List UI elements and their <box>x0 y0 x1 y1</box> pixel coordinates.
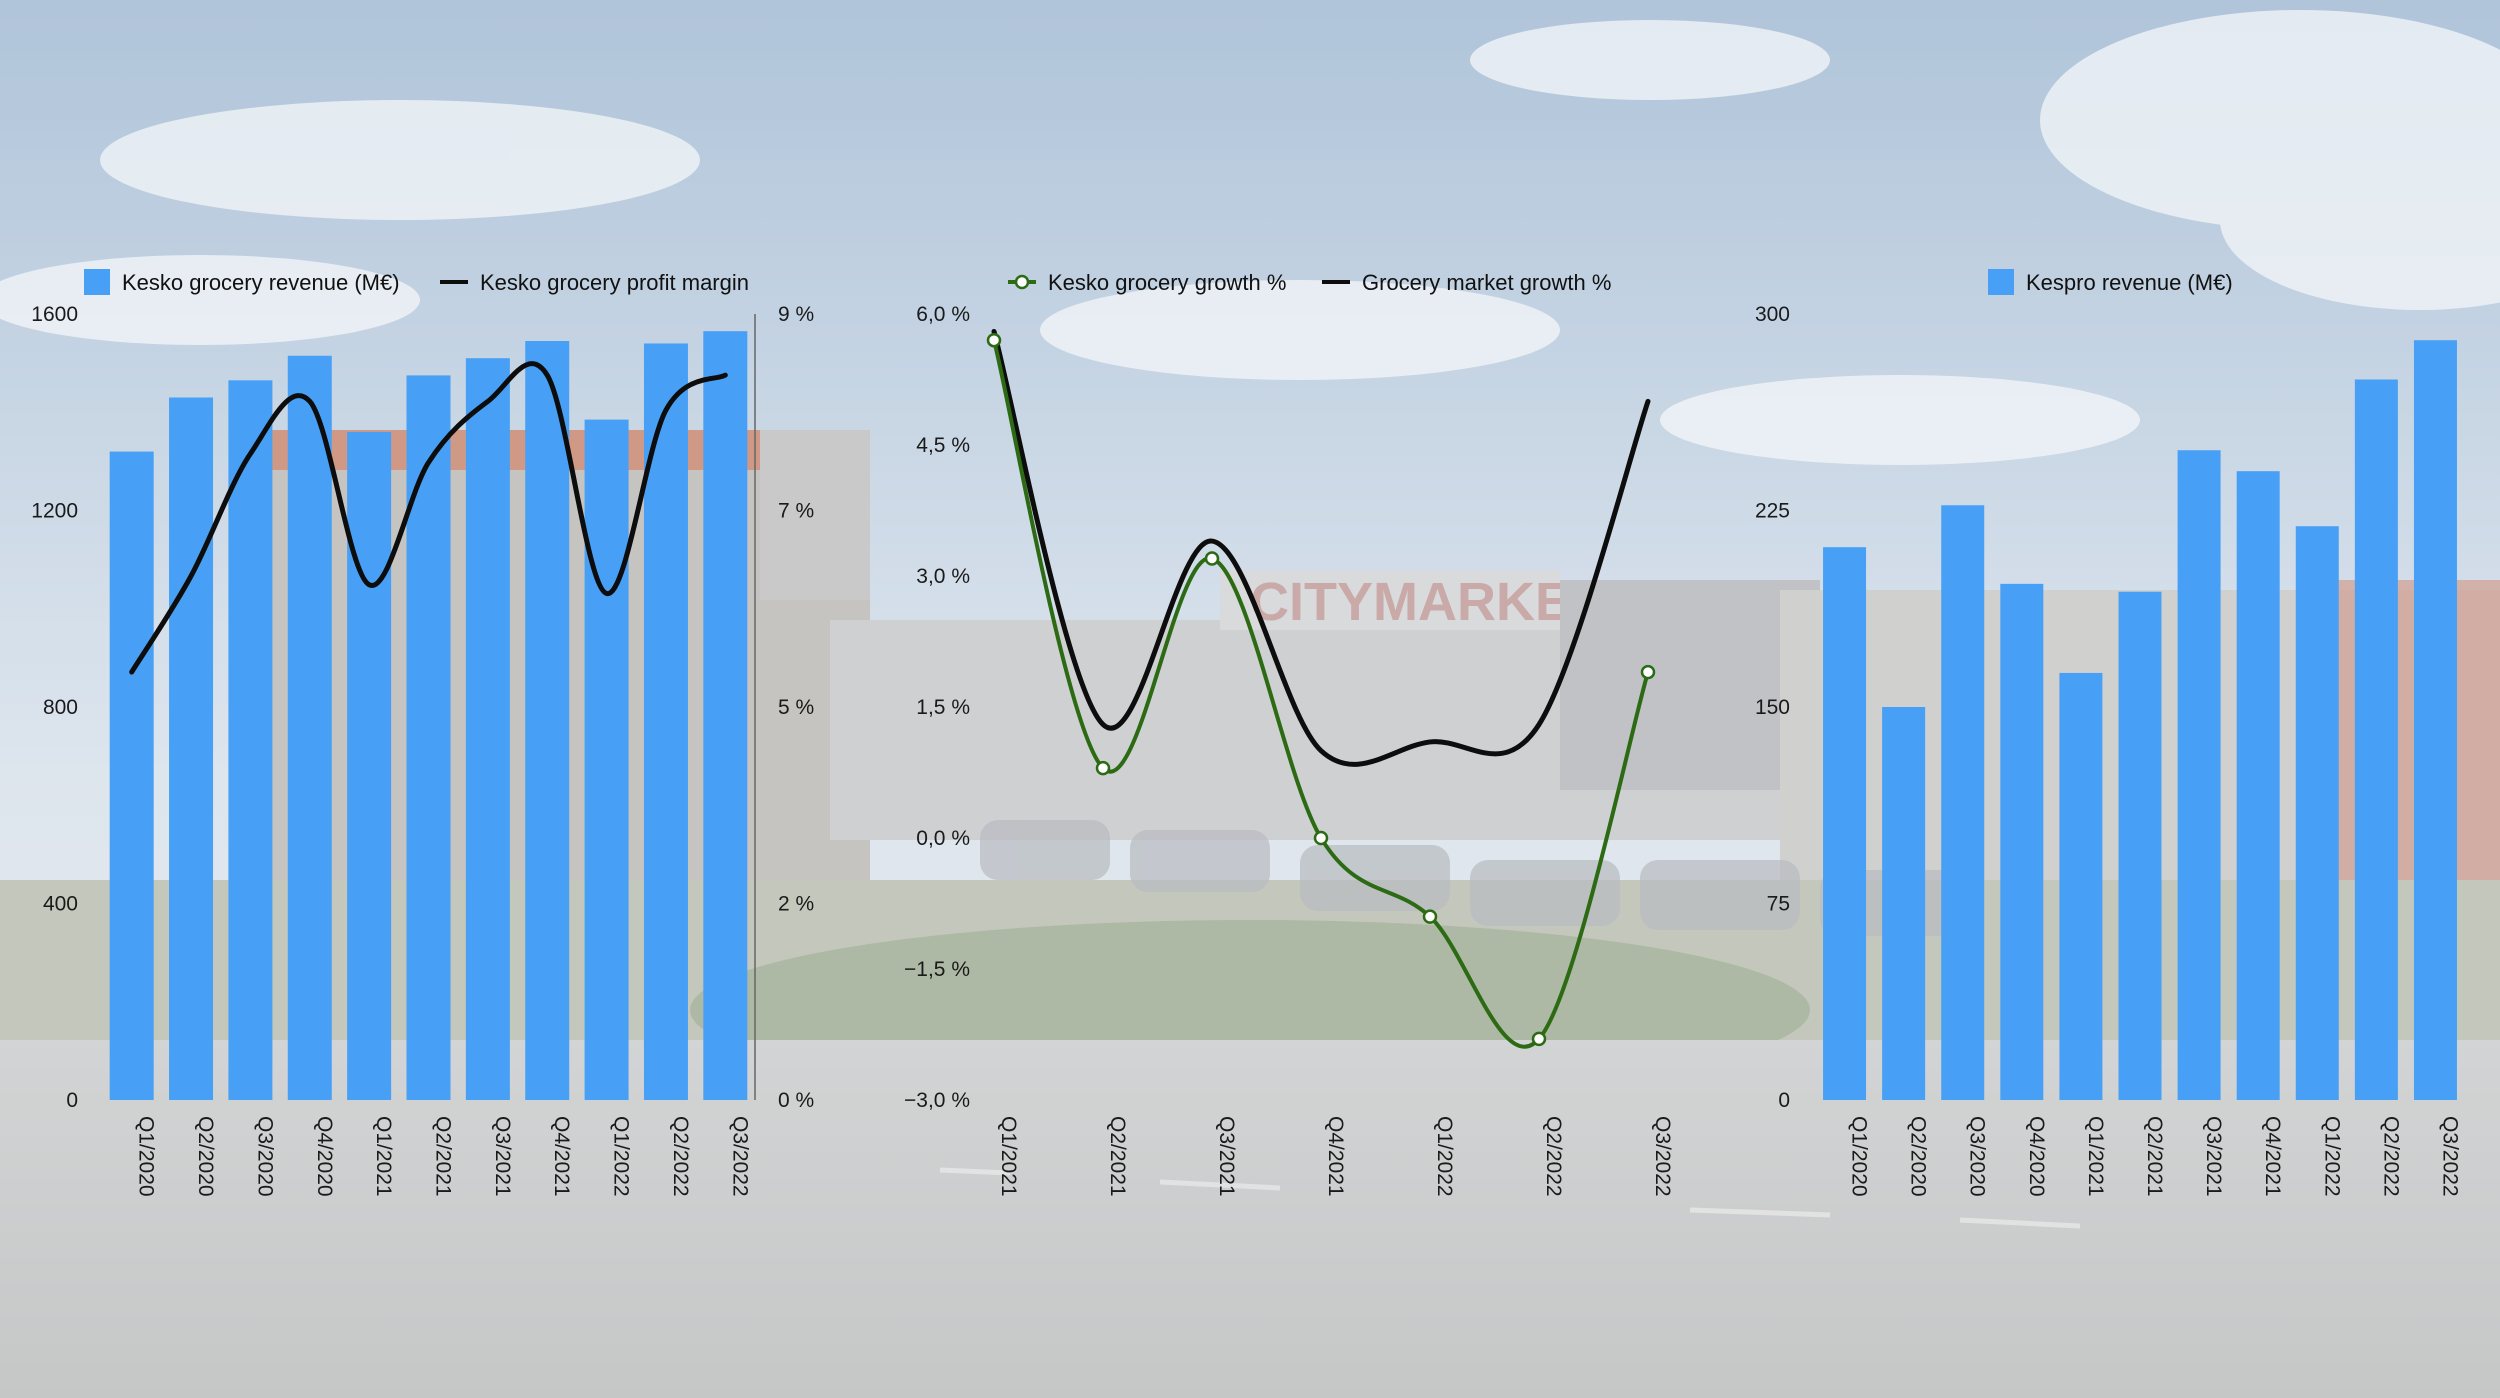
y-tick-label-left: 400 <box>43 893 78 916</box>
x-tick-label: Q1/2022 <box>610 1116 633 1197</box>
legend-label: Kespro revenue (M€) <box>2026 270 2233 295</box>
kespro-bar <box>1882 707 1926 1100</box>
kesko-growth-marker <box>1095 760 1111 776</box>
y-tick-label: 1,5 % <box>916 696 970 719</box>
revenue-bar <box>109 451 154 1100</box>
y-tick-label: −1,5 % <box>904 958 970 981</box>
y-tick-label: 0 <box>1778 1089 1790 1112</box>
x-tick-label: Q2/2022 <box>2379 1116 2402 1197</box>
x-tick-label: Q3/2020 <box>1966 1116 1989 1197</box>
y-tick-label: 6,0 % <box>916 303 970 326</box>
legend-label: Kesko grocery growth % <box>1048 270 1286 295</box>
x-tick-label: Q1/2021 <box>997 1116 1020 1197</box>
y-tick-label: 300 <box>1755 303 1790 326</box>
revenue-bar <box>406 375 451 1100</box>
y-tick-label-left: 1200 <box>31 500 78 523</box>
x-tick-label: Q4/2020 <box>313 1116 336 1197</box>
y-tick-label: −3,0 % <box>904 1089 970 1112</box>
revenue-bar <box>643 343 688 1101</box>
x-tick-label: Q2/2020 <box>194 1116 217 1197</box>
y-tick-label-left: 1600 <box>31 303 78 326</box>
kesko-growth-marker <box>1640 664 1656 680</box>
kespro-revenue-chart: 0 75 150 225 300 Q1/2020 Q2/2020 Q3/2020 Q4/2020… <box>1755 269 2461 1197</box>
profit-margin-line <box>129 361 728 675</box>
x-tick-label: Q3/2021 <box>491 1116 514 1197</box>
legend-swatch-marker <box>1014 274 1030 290</box>
kesko-growth-marker <box>1422 909 1438 924</box>
kespro-bar <box>2354 379 2398 1100</box>
x-tick-label: Q2/2021 <box>1106 1116 1129 1197</box>
kesko-growth-marker <box>1204 551 1220 566</box>
x-tick-label: Q3/2022 <box>1651 1116 1674 1197</box>
y-tick-label-right: 0 % <box>778 1089 814 1112</box>
x-tick-label: Q3/2022 <box>728 1116 751 1197</box>
x-tick-label: Q1/2020 <box>135 1116 158 1197</box>
legend-swatch-bar <box>1988 269 2014 295</box>
x-tick-label: Q1/2020 <box>1848 1116 1871 1197</box>
y-tick-label: 4,5 % <box>916 434 970 457</box>
kespro-bar <box>1823 547 1867 1100</box>
y-tick-label: 75 <box>1767 893 1790 916</box>
legend-swatch-bar <box>84 269 110 295</box>
kespro-bar <box>2413 340 2457 1100</box>
revenue-bar <box>287 355 332 1101</box>
x-tick-label: Q1/2022 <box>1433 1116 1456 1197</box>
x-tick-label: Q2/2022 <box>669 1116 692 1197</box>
kesko-growth-line <box>992 338 1650 1049</box>
revenue-bar <box>347 431 392 1100</box>
kespro-bar <box>2236 471 2280 1100</box>
x-tick-label: Q2/2022 <box>1542 1116 1565 1197</box>
x-tick-label: Q3/2021 <box>1215 1116 1238 1197</box>
y-tick-label-right: 2 % <box>778 893 814 916</box>
y-tick-label-right: 7 % <box>778 500 814 523</box>
legend-label: Kesko grocery revenue (M€) <box>122 270 400 295</box>
x-tick-label: Q1/2021 <box>2084 1116 2107 1197</box>
y-tick-label: 0,0 % <box>916 827 970 850</box>
x-tick-label: Q4/2021 <box>2261 1116 2284 1197</box>
x-tick-label: Q2/2020 <box>1907 1116 1930 1197</box>
revenue-bar <box>228 380 273 1101</box>
kespro-bar <box>2000 583 2044 1100</box>
revenue-bar <box>525 341 570 1100</box>
kespro-bar <box>1941 505 1985 1100</box>
x-tick-label: Q2/2021 <box>2143 1116 2166 1197</box>
market-growth-line <box>991 328 1651 767</box>
x-tick-label: Q1/2022 <box>2320 1116 2343 1197</box>
x-tick-label: Q2/2021 <box>432 1116 455 1197</box>
legend-label: Grocery market growth % <box>1362 270 1611 295</box>
revenue-margin-chart: 0 400 800 1200 1600 0 % 2 % 5 % 7 % 9 % Q1/2020 Q2/… <box>31 269 814 1197</box>
y-tick-label-left: 800 <box>43 696 78 719</box>
kespro-bar <box>2118 591 2162 1100</box>
revenue-bar <box>465 358 510 1100</box>
revenue-bar <box>169 397 214 1100</box>
kespro-bar <box>2059 672 2103 1100</box>
y-tick-label-right: 5 % <box>778 696 814 719</box>
x-tick-label: Q1/2021 <box>372 1116 395 1197</box>
y-tick-label: 225 <box>1755 500 1790 523</box>
x-tick-label: Q4/2020 <box>2025 1116 2048 1197</box>
x-tick-label: Q3/2022 <box>2438 1116 2461 1197</box>
x-tick-label: Q4/2021 <box>550 1116 573 1197</box>
kespro-bar <box>2177 450 2221 1100</box>
growth-line-chart: −3,0 % −1,5 % 0,0 % 1,5 % 3,0 % 4,5 % 6,0 % Q1/… <box>904 270 1674 1197</box>
y-tick-label: 3,0 % <box>916 565 970 588</box>
kespro-bar <box>2295 526 2339 1100</box>
x-tick-label: Q3/2021 <box>2202 1116 2225 1197</box>
kesko-growth-marker <box>1531 1031 1547 1047</box>
x-tick-label: Q4/2021 <box>1324 1116 1347 1197</box>
kesko-growth-marker <box>1313 830 1329 846</box>
kesko-growth-marker <box>986 332 1002 348</box>
y-tick-label-right: 9 % <box>778 303 814 326</box>
legend-label: Kesko grocery profit margin <box>480 270 749 295</box>
revenue-bar <box>703 331 748 1101</box>
x-tick-label: Q3/2020 <box>253 1116 276 1197</box>
revenue-bar <box>584 419 629 1100</box>
y-tick-label-left: 0 <box>66 1089 78 1112</box>
y-tick-label: 150 <box>1755 696 1790 719</box>
